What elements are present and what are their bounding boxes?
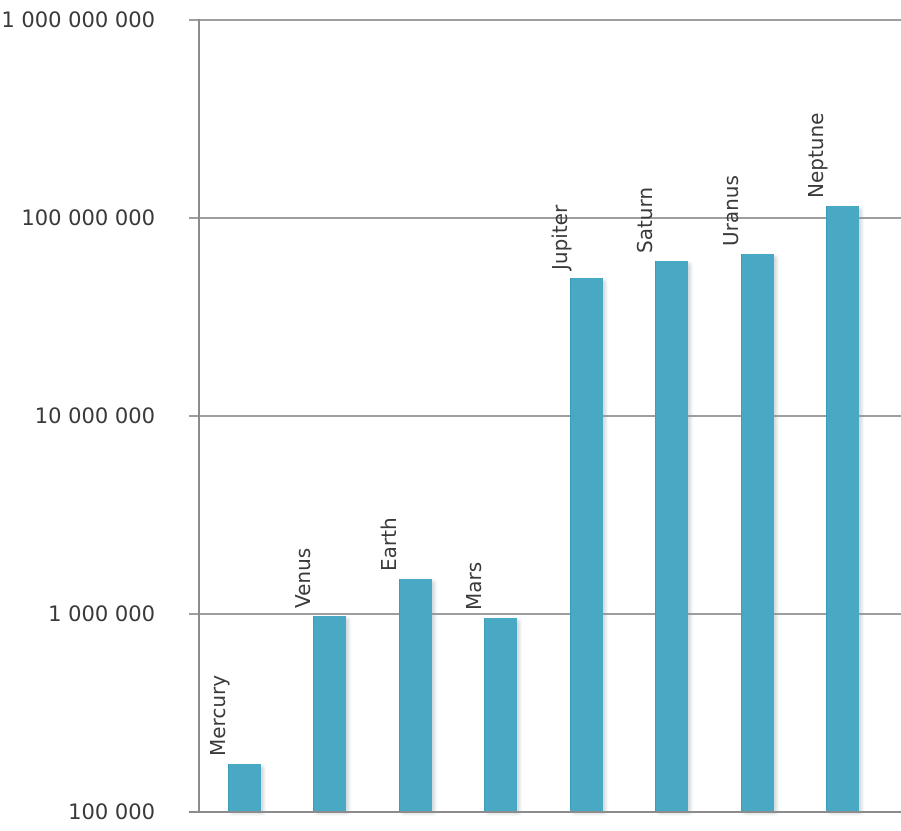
y-axis-tick-label: 100 000 <box>68 800 155 824</box>
y-axis <box>198 19 200 813</box>
bar-venus <box>313 616 346 812</box>
gridline <box>189 613 901 615</box>
bar-jupiter <box>570 278 603 812</box>
y-axis-tick-label: 100 000 000 <box>21 206 155 230</box>
bar-label-saturn: Saturn <box>633 186 657 253</box>
bar-label-jupiter: Jupiter <box>548 204 572 270</box>
bar-label-mercury: Mercury <box>206 674 230 756</box>
bar-label-uranus: Uranus <box>719 175 743 246</box>
bar-label-mars: Mars <box>462 561 486 610</box>
bar-neptune <box>826 206 859 812</box>
y-axis-tick-label: 10 000 000 <box>34 404 155 428</box>
bar-earth <box>399 579 432 812</box>
bar-label-neptune: Neptune <box>804 112 828 198</box>
bar-saturn <box>655 261 688 812</box>
bar-uranus <box>741 254 774 812</box>
y-axis-tick-label: 1 000 000 000 <box>1 8 155 32</box>
bar-label-earth: Earth <box>377 517 401 571</box>
bar-mars <box>484 618 517 812</box>
bar-label-venus: Venus <box>291 547 315 608</box>
x-axis <box>189 811 901 813</box>
gridline <box>189 415 901 417</box>
bar-mercury <box>228 764 261 812</box>
gridline <box>189 217 901 219</box>
gridline <box>189 19 901 21</box>
y-axis-tick-label: 1 000 000 <box>48 602 155 626</box>
